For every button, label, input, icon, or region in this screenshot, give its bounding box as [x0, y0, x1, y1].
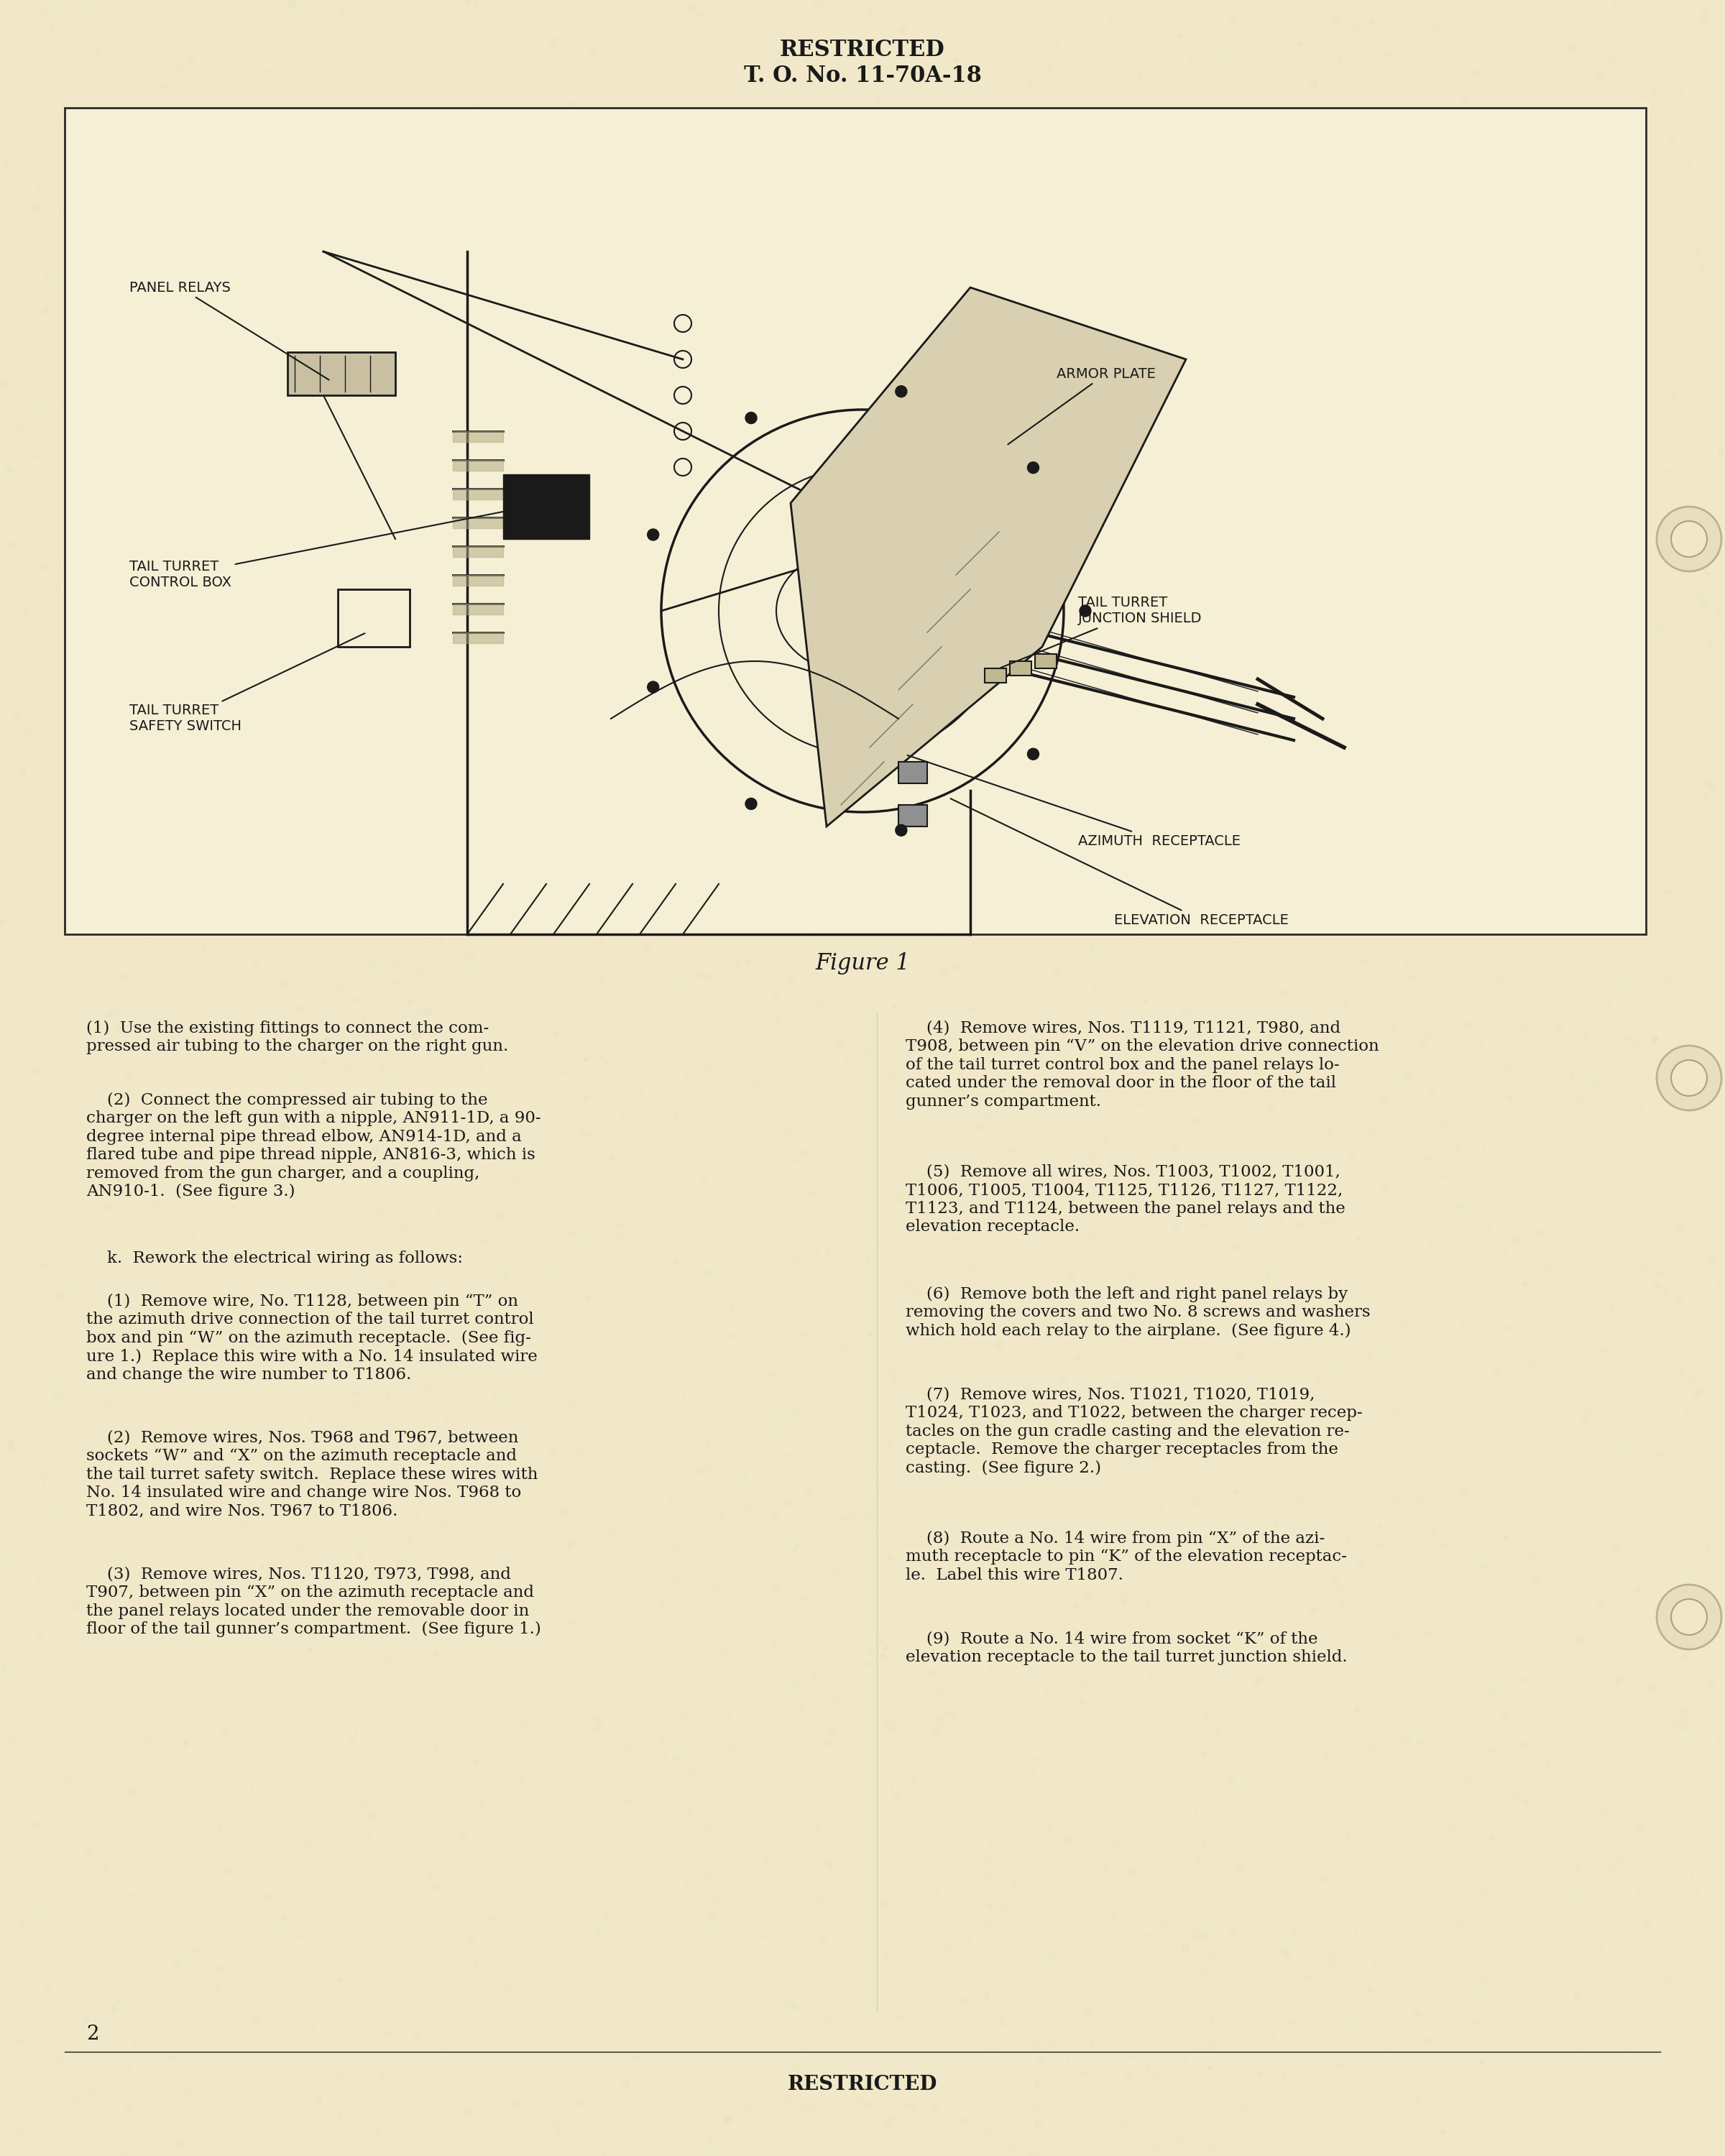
Text: 2: 2: [86, 2024, 98, 2044]
Text: ARMOR PLATE: ARMOR PLATE: [1007, 367, 1156, 444]
Circle shape: [895, 824, 907, 837]
Text: ELEVATION  RECEPTACLE: ELEVATION RECEPTACLE: [950, 798, 1289, 927]
Text: k.  Rework the electrical wiring as follows:: k. Rework the electrical wiring as follo…: [86, 1250, 462, 1266]
Text: (2)  Connect the compressed air tubing to the
charger on the left gun with a nip: (2) Connect the compressed air tubing to…: [86, 1093, 542, 1199]
Circle shape: [1656, 507, 1722, 571]
Text: (4)  Remove wires, Nos. T1119, T1121, T980, and
T908, between pin “V” on the ele: (4) Remove wires, Nos. T1119, T1121, T98…: [906, 1020, 1378, 1110]
Circle shape: [1672, 1600, 1708, 1634]
Circle shape: [1028, 748, 1038, 759]
Circle shape: [647, 528, 659, 541]
Text: (5)  Remove all wires, Nos. T1003, T1002, T1001,
T1006, T1005, T1004, T1125, T11: (5) Remove all wires, Nos. T1003, T1002,…: [906, 1164, 1346, 1235]
Bar: [985, 668, 1006, 683]
Bar: [1009, 662, 1032, 675]
Text: (1)  Use the existing fittings to connect the com-
pressed air tubing to the cha: (1) Use the existing fittings to connect…: [86, 1020, 509, 1054]
Text: TAIL TURRET
JUNCTION SHIELD: TAIL TURRET JUNCTION SHIELD: [1000, 597, 1202, 668]
Circle shape: [1656, 1585, 1722, 1649]
Polygon shape: [790, 287, 1187, 826]
Text: (1)  Remove wire, No. T1128, between pin “T” on
the azimuth drive connection of : (1) Remove wire, No. T1128, between pin …: [86, 1294, 538, 1382]
Text: TAIL TURRET
SAFETY SWITCH: TAIL TURRET SAFETY SWITCH: [129, 634, 364, 733]
Text: PANEL RELAYS: PANEL RELAYS: [129, 280, 329, 379]
Text: TAIL TURRET
CONTROL BOX: TAIL TURRET CONTROL BOX: [129, 511, 509, 591]
Text: AZIMUTH  RECEPTACLE: AZIMUTH RECEPTACLE: [907, 755, 1240, 847]
Text: T. O. No. 11-70A-18: T. O. No. 11-70A-18: [743, 65, 982, 86]
Circle shape: [1080, 606, 1092, 617]
Bar: [899, 761, 928, 783]
Circle shape: [895, 386, 907, 397]
Circle shape: [1656, 1046, 1722, 1110]
Circle shape: [1028, 461, 1038, 474]
Text: RESTRICTED: RESTRICTED: [788, 2074, 937, 2093]
Bar: [338, 589, 411, 647]
Bar: [899, 804, 928, 826]
Circle shape: [745, 412, 757, 425]
Text: Figure 1: Figure 1: [816, 953, 909, 975]
Circle shape: [1672, 522, 1708, 556]
Bar: [504, 474, 590, 539]
Text: (7)  Remove wires, Nos. T1021, T1020, T1019,
T1024, T1023, and T1022, between th: (7) Remove wires, Nos. T1021, T1020, T10…: [906, 1386, 1363, 1477]
Text: (8)  Route a No. 14 wire from pin “X” of the azi-
muth receptacle to pin “K” of : (8) Route a No. 14 wire from pin “X” of …: [906, 1531, 1347, 1583]
Text: (9)  Route a No. 14 wire from socket “K” of the
elevation receptacle to the tail: (9) Route a No. 14 wire from socket “K” …: [906, 1632, 1347, 1664]
Bar: [66, 108, 1646, 934]
Text: (2)  Remove wires, Nos. T968 and T967, between
sockets “W” and “X” on the azimut: (2) Remove wires, Nos. T968 and T967, be…: [86, 1429, 538, 1520]
Circle shape: [647, 681, 659, 692]
Circle shape: [1672, 1061, 1708, 1095]
Bar: [1035, 653, 1056, 668]
Bar: [288, 351, 395, 395]
Text: (6)  Remove both the left and right panel relays by
removing the covers and two : (6) Remove both the left and right panel…: [906, 1287, 1370, 1339]
Circle shape: [745, 798, 757, 808]
Text: (3)  Remove wires, Nos. T1120, T973, T998, and
T907, between pin “X” on the azim: (3) Remove wires, Nos. T1120, T973, T998…: [86, 1567, 542, 1636]
Text: RESTRICTED: RESTRICTED: [780, 39, 945, 63]
